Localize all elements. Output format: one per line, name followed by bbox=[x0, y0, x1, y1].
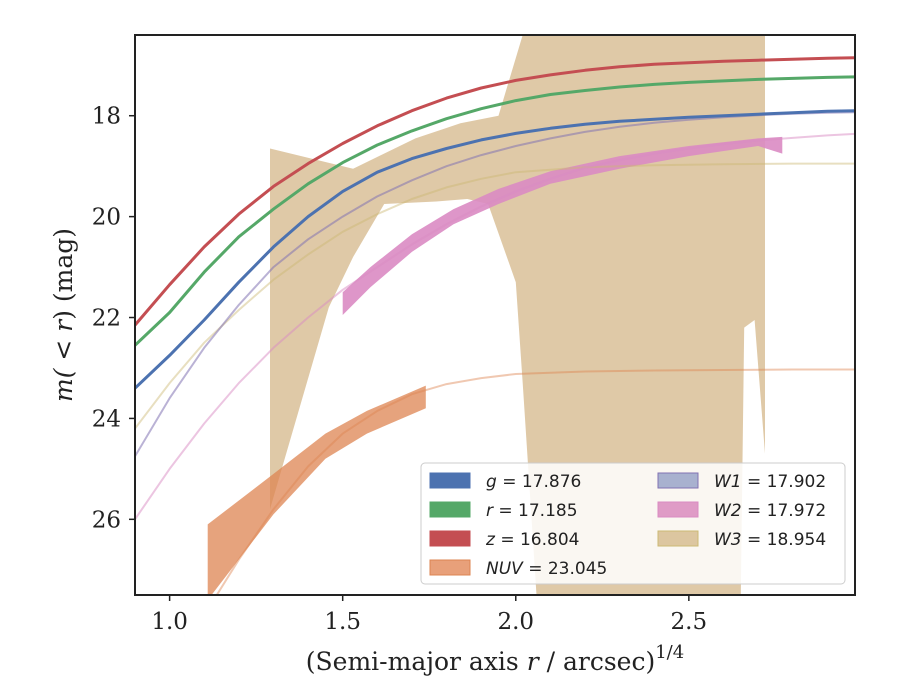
plot-frame bbox=[134, 34, 856, 596]
axis-ticks: 1.0 1.5 2.0 2.5 18 20 22 24 26 bbox=[92, 104, 707, 635]
legend-label-z: z = 16.804 bbox=[485, 530, 579, 550]
x-tick-label: 1.5 bbox=[324, 609, 361, 635]
legend-swatch-w2 bbox=[657, 501, 699, 518]
legend-label-nuv: NUV = 23.045 bbox=[486, 559, 607, 579]
y-axis-title: m( < r) (mag) bbox=[49, 228, 78, 402]
legend-swatch-g bbox=[429, 472, 471, 489]
legend-swatch-nuv bbox=[429, 559, 471, 576]
z-curve bbox=[135, 56, 855, 327]
legend-label-w2: W2 = 17.972 bbox=[714, 501, 826, 521]
y-tick-label: 22 bbox=[92, 306, 121, 332]
y-tick-label: 18 bbox=[92, 104, 121, 130]
w2-model-curve bbox=[135, 132, 855, 520]
legend-label-r: r = 17.185 bbox=[486, 501, 578, 521]
y-tick-label: 20 bbox=[92, 205, 121, 231]
x-tick-label: 2.5 bbox=[671, 609, 708, 635]
legend-label-w1: W1 = 17.902 bbox=[714, 472, 826, 492]
x-tick-label: 1.0 bbox=[151, 609, 188, 635]
x-axis-title: (Semi-major axis r / arcsec)1/4 bbox=[306, 642, 684, 676]
w3-band bbox=[270, 35, 765, 595]
y-tick-label: 24 bbox=[92, 406, 121, 432]
legend-box bbox=[420, 462, 846, 585]
legend-swatch-r bbox=[429, 501, 471, 518]
w2-band bbox=[342, 136, 783, 315]
legend-swatch-w1 bbox=[657, 472, 699, 489]
g-curve bbox=[135, 109, 855, 390]
nuv-model-curve bbox=[215, 368, 855, 595]
plot-area bbox=[135, 35, 855, 595]
nuv-band bbox=[207, 385, 426, 595]
x-tick-label: 2.0 bbox=[497, 609, 534, 635]
r-curve bbox=[135, 75, 855, 347]
legend-label-g: g = 17.876 bbox=[486, 472, 581, 492]
legend: g = 17.876 r = 17.185 z = 16.804 NUV = 23.0… bbox=[420, 462, 846, 585]
y-tick-label: 26 bbox=[92, 507, 121, 533]
w3-model-curve bbox=[135, 162, 855, 430]
legend-label-w3: W3 = 18.954 bbox=[714, 530, 826, 550]
legend-swatch-z bbox=[429, 530, 471, 547]
legend-swatch-w3 bbox=[657, 530, 699, 547]
